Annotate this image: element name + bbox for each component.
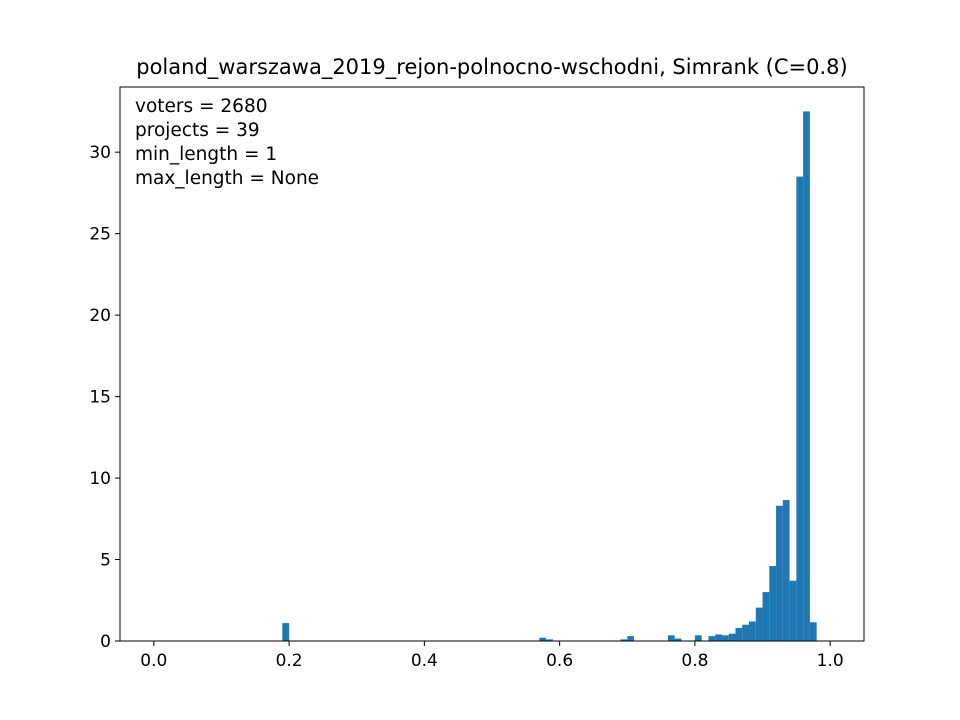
- y-tick-label: 30: [89, 143, 111, 163]
- x-tick-label: 0.4: [411, 651, 438, 671]
- annotation-line: min_length = 1: [135, 144, 277, 165]
- histogram-bar: [789, 580, 797, 641]
- histogram-bar: [620, 639, 628, 641]
- x-tick-label: 0.6: [546, 651, 573, 671]
- histogram-bar: [627, 636, 635, 641]
- y-tick-label: 25: [89, 225, 111, 245]
- histogram-bar: [809, 622, 817, 641]
- histogram-bar: [755, 607, 763, 641]
- histogram-bar: [721, 635, 729, 641]
- histogram-bar: [674, 638, 682, 641]
- y-tick-label: 10: [89, 469, 111, 489]
- histogram-bar: [546, 639, 553, 641]
- histogram-bar: [539, 637, 547, 641]
- histogram-bar: [694, 635, 702, 641]
- y-tick-label: 5: [100, 551, 111, 571]
- bars-group: [282, 111, 817, 641]
- histogram-bar: [803, 111, 810, 641]
- histogram-bar: [742, 624, 750, 641]
- chart-title: poland_warszawa_2019_rejon-polnocno-wsch…: [136, 55, 847, 80]
- histogram-bar: [762, 592, 770, 641]
- histogram-bar: [735, 627, 743, 641]
- histogram-bar: [749, 621, 756, 641]
- histogram-bar: [728, 633, 736, 641]
- plot-frame: [119, 86, 865, 642]
- annotation-block: voters = 2680 projects = 39 min_length = 1…: [135, 96, 319, 189]
- histogram-bar: [667, 635, 675, 641]
- y-tick-label: 0: [100, 632, 111, 652]
- x-tick-label: 1.0: [817, 651, 844, 671]
- y-tick-label: 15: [89, 388, 111, 408]
- y-tick-label: 20: [89, 306, 111, 326]
- histogram-bar: [715, 634, 722, 641]
- y-axis-ticks: 0 5 10 15 20 25 30: [89, 143, 120, 652]
- annotation-line: voters = 2680: [135, 96, 268, 117]
- histogram-bar: [708, 636, 716, 641]
- histogram-bar: [282, 623, 290, 641]
- x-axis-ticks: 0.0 0.2 0.4 0.6 0.8 1.0: [140, 641, 844, 671]
- annotation-line: max_length = None: [135, 168, 319, 189]
- histogram-bar: [782, 500, 790, 641]
- histogram-bar: [796, 176, 804, 641]
- annotation-line: projects = 39: [135, 120, 260, 141]
- histogram-bar: [769, 566, 777, 641]
- histogram-bar: [776, 505, 783, 641]
- x-tick-label: 0.8: [681, 651, 708, 671]
- x-tick-label: 0.2: [276, 651, 303, 671]
- x-tick-label: 0.0: [140, 651, 167, 671]
